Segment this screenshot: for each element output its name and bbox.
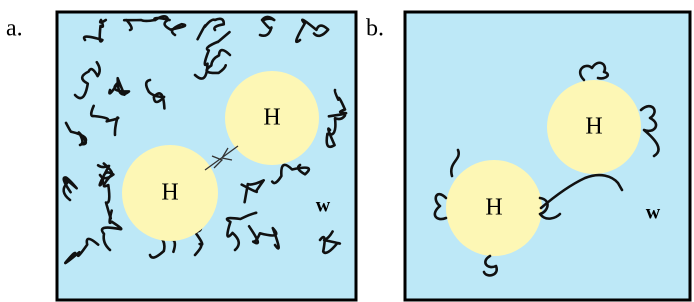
panel-label: b. [366,16,384,42]
particle-label: H [161,180,178,206]
particle-label: H [585,114,602,140]
solvent-label: w [646,202,661,224]
particle-label: H [263,105,280,131]
panel-box [405,12,690,300]
solvent-label: w [316,195,331,217]
panel-label: a. [6,16,23,42]
figure: a. H H w b. H H w [0,0,694,302]
particle-label: H [485,195,502,221]
